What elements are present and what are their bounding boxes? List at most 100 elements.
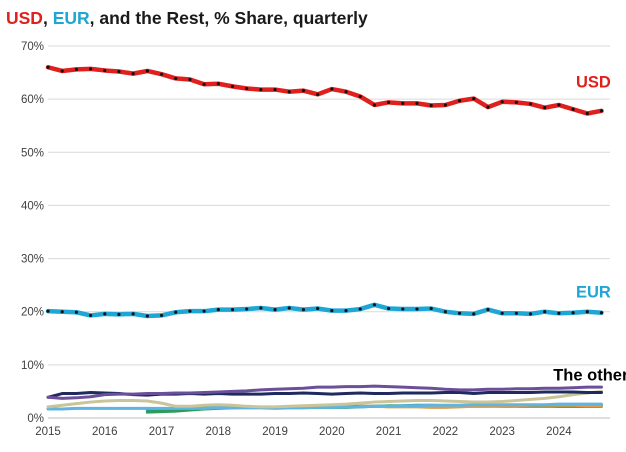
data-point-eur-4 [103, 312, 107, 316]
x-tick-label-2022: 2022 [433, 426, 459, 438]
y-tick-label-70: 70% [21, 41, 44, 53]
data-point-usd-7 [145, 69, 149, 73]
data-point-eur-27 [429, 306, 433, 311]
y-tick-label-0: 0% [27, 413, 44, 425]
data-point-usd-2 [74, 67, 78, 71]
data-point-usd-18 [301, 89, 306, 93]
data-point-eur-16 [273, 307, 277, 312]
x-tick-label-2019: 2019 [262, 426, 288, 438]
data-point-usd-24 [387, 100, 391, 104]
data-point-usd-33 [514, 100, 518, 104]
annotation-eur: EUR [576, 283, 611, 301]
x-tick-labels: 2015 2016 2017 2018 2019 2020 2021 2022 2023 2024 [35, 426, 572, 438]
data-point-usd-17 [287, 90, 291, 94]
series-line-other-purple [46, 384, 603, 400]
data-point-eur-8 [159, 313, 164, 318]
data-point-usd-27 [429, 103, 433, 108]
data-point-usd-3 [88, 67, 93, 71]
data-point-usd-8 [159, 72, 164, 76]
title-part-3: , and the Rest, % Share, quarterly [90, 8, 368, 28]
y-tick-label-10: 10% [21, 360, 44, 372]
data-point-eur-13 [230, 307, 235, 312]
series-markers-eur [46, 303, 604, 318]
data-point-usd-4 [103, 68, 107, 73]
data-point-eur-17 [287, 306, 291, 310]
y-tick-label-30: 30% [21, 254, 44, 266]
data-point-usd-23 [372, 103, 377, 107]
series-line-eur [45, 302, 604, 319]
data-point-eur-18 [301, 307, 306, 312]
data-point-eur-29 [457, 311, 462, 315]
data-point-usd-19 [316, 92, 320, 96]
data-point-eur-24 [387, 306, 391, 311]
data-point-usd-12 [216, 82, 220, 86]
data-point-usd-15 [259, 87, 263, 92]
data-point-eur-23 [372, 303, 377, 307]
data-point-eur-7 [145, 314, 149, 318]
data-point-eur-1 [60, 310, 64, 314]
data-point-eur-21 [344, 309, 348, 313]
data-point-eur-26 [415, 307, 419, 311]
x-tick-label-2023: 2023 [489, 426, 515, 438]
data-point-eur-3 [88, 313, 93, 318]
data-point-eur-33 [514, 311, 518, 315]
data-point-usd-25 [401, 101, 405, 105]
data-point-eur-35 [543, 310, 547, 314]
data-point-eur-19 [316, 306, 320, 311]
data-point-usd-14 [245, 86, 249, 91]
data-point-eur-9 [174, 310, 178, 314]
data-point-eur-30 [472, 312, 476, 316]
x-tick-label-2021: 2021 [376, 426, 402, 438]
y-tick-label-50: 50% [21, 147, 44, 159]
series-line-other-light-blue [46, 402, 603, 411]
data-point-usd-10 [188, 77, 192, 82]
data-point-eur-10 [188, 309, 192, 313]
x-tick-label-2015: 2015 [35, 426, 61, 438]
data-point-usd-26 [415, 101, 419, 105]
data-point-usd-37 [571, 107, 575, 111]
y-tick-label-20: 20% [21, 307, 44, 319]
data-point-usd-13 [230, 84, 235, 88]
y-tick-label-60: 60% [21, 94, 44, 106]
x-tick-label-2024: 2024 [546, 426, 572, 438]
data-point-usd-9 [174, 76, 178, 81]
series-line-usd [45, 65, 604, 116]
data-point-usd-32 [500, 100, 504, 104]
data-point-eur-22 [358, 307, 362, 311]
data-point-eur-15 [259, 306, 263, 310]
data-point-eur-36 [557, 311, 561, 315]
data-point-usd-35 [543, 106, 547, 110]
data-point-eur-6 [131, 312, 135, 316]
series-annotations: USD EUR The others [553, 73, 626, 384]
data-point-eur-14 [245, 307, 249, 311]
data-point-usd-0 [46, 65, 50, 69]
x-tick-label-2018: 2018 [206, 426, 232, 438]
data-point-usd-16 [273, 87, 277, 92]
data-point-usd-11 [202, 82, 206, 86]
data-point-usd-22 [358, 94, 362, 99]
series-line-other-tan [46, 389, 603, 409]
data-point-usd-20 [330, 87, 334, 91]
x-tick-label-2016: 2016 [92, 426, 118, 438]
data-point-eur-12 [216, 307, 220, 312]
title-part-0: USD [6, 8, 43, 28]
annotation-usd: USD [576, 73, 611, 91]
annotation-the-others: The others [553, 366, 626, 384]
data-point-usd-31 [486, 105, 490, 109]
chart-title: USD, EUR, and the Rest, % Share, quarter… [6, 8, 368, 28]
data-point-eur-20 [330, 309, 334, 313]
y-tick-label-40: 40% [21, 200, 44, 212]
y-tick-labels: 0% 10% 20% 30% 40% 50% 60% 70% [21, 41, 44, 425]
data-point-eur-39 [599, 311, 604, 315]
data-point-eur-38 [585, 310, 589, 314]
series-markers-usd [46, 65, 604, 116]
data-point-eur-31 [486, 307, 490, 312]
series-lines [45, 65, 604, 414]
data-point-usd-39 [599, 109, 604, 113]
title-part-2: EUR [53, 8, 90, 28]
data-point-usd-1 [60, 69, 64, 73]
x-tick-label-2020: 2020 [319, 426, 345, 438]
data-point-usd-30 [472, 97, 476, 101]
